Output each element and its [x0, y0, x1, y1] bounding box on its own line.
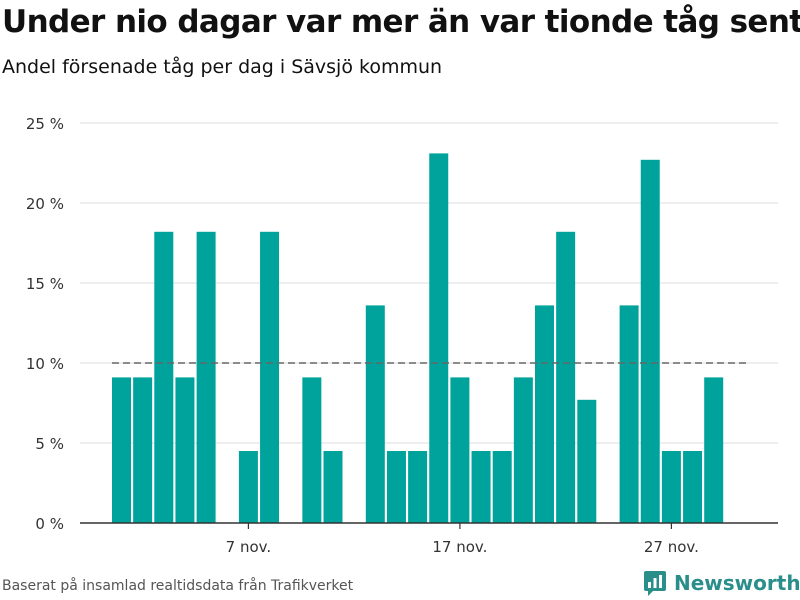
chart-subtitle: Andel försenade tåg per dag i Sävsjö kom… — [2, 56, 443, 78]
bar-chart-icon — [644, 571, 666, 596]
y-tick-label: 0 % — [35, 515, 64, 533]
bar — [154, 231, 174, 524]
bar — [323, 451, 343, 523]
bar — [619, 305, 639, 523]
y-tick-label: 10 % — [26, 355, 64, 373]
bar — [683, 451, 703, 523]
bar — [196, 231, 216, 524]
brand-name: Newsworthy — [674, 571, 800, 595]
bar — [112, 377, 131, 523]
bars — [112, 153, 724, 524]
y-tick-label: 15 % — [26, 275, 64, 293]
bar — [661, 451, 681, 523]
bar — [260, 231, 280, 524]
bar — [238, 451, 258, 523]
bar — [175, 377, 195, 523]
y-axis-ticks: 0 % 5 % 10 % 15 % 20 % 25 % — [26, 115, 64, 533]
bar — [133, 377, 153, 523]
x-tick-label: 7 nov. — [226, 538, 271, 556]
y-tick-label: 5 % — [35, 435, 64, 453]
source-note: Baserat på insamlad realtidsdata från Tr… — [2, 578, 354, 594]
y-tick-label: 20 % — [26, 195, 64, 213]
bar — [302, 377, 322, 523]
bar — [535, 305, 554, 523]
x-axis-ticks: 7 nov. 17 nov. 27 nov. — [226, 523, 699, 556]
x-tick-label: 27 nov. — [644, 538, 699, 556]
y-tick-label: 25 % — [26, 115, 64, 133]
bar — [471, 451, 491, 523]
bar — [450, 377, 470, 523]
bar — [429, 153, 449, 523]
bar — [365, 305, 385, 523]
bar — [492, 451, 512, 523]
newsworthy-logo: Newsworthy — [643, 568, 800, 598]
x-tick-label: 17 nov. — [432, 538, 487, 556]
bar — [577, 399, 597, 523]
bar — [640, 159, 660, 524]
bar — [704, 377, 724, 523]
grid-lines — [80, 122, 778, 444]
bar — [556, 231, 576, 524]
bar — [408, 451, 428, 523]
bar — [513, 377, 533, 523]
bar — [386, 451, 406, 523]
chart-title: Under nio dagar var mer än var tionde tå… — [2, 4, 800, 40]
